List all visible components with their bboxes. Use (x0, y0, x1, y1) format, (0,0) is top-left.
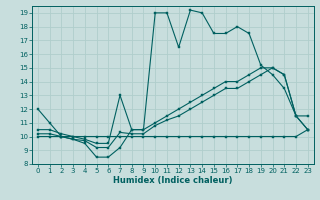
X-axis label: Humidex (Indice chaleur): Humidex (Indice chaleur) (113, 176, 233, 185)
